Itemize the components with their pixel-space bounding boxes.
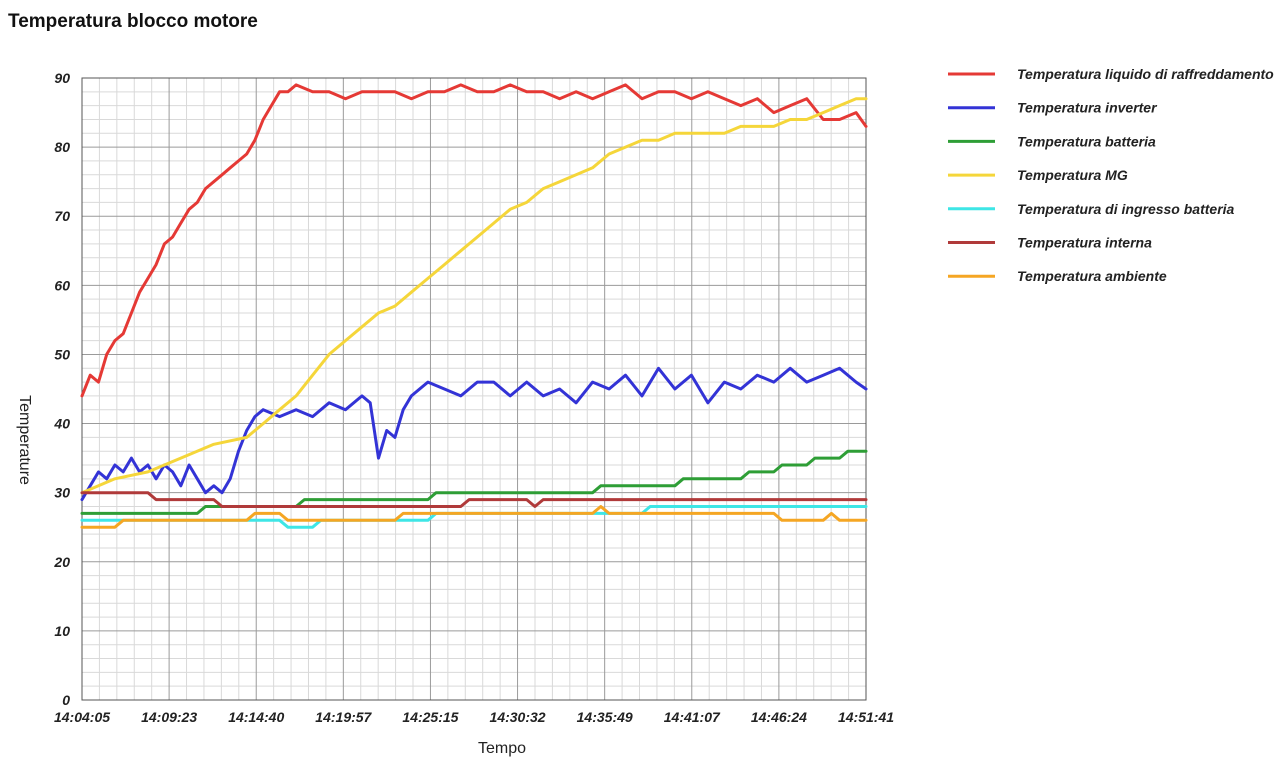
legend-label: Temperatura di ingresso batteria [1017, 201, 1235, 217]
x-axis-title: Tempo [478, 740, 526, 757]
legend-label: Temperatura liquido di raffreddamento [1017, 66, 1274, 82]
grid-lines [81, 77, 867, 701]
legend-item: Temperatura liquido di raffreddamento [948, 66, 1274, 82]
series-line-3 [80, 97, 868, 495]
x-tick-label: 14:30:32 [490, 709, 546, 725]
y-tick-label: 60 [54, 277, 70, 293]
legend-item: Temperatura batteria [948, 133, 1156, 149]
legend-item: Temperatura ambiente [948, 268, 1167, 284]
series-line-0 [80, 83, 868, 398]
legend-label: Temperatura MG [1017, 167, 1128, 183]
x-tick-label: 14:46:24 [751, 709, 807, 725]
page-title: Temperatura blocco motore [8, 11, 258, 32]
y-tick-label: 10 [54, 623, 70, 639]
legend-item: Temperatura inverter [948, 100, 1158, 116]
y-tick-label: 80 [54, 139, 70, 155]
series-lines [80, 83, 868, 529]
legend-item: Temperatura MG [948, 167, 1128, 183]
x-tick-label: 14:14:40 [228, 709, 284, 725]
legend: Temperatura liquido di raffreddamento Tem… [948, 66, 1274, 284]
y-tick-label: 20 [53, 554, 70, 570]
legend-label: Temperatura interna [1017, 235, 1152, 251]
series-line-5 [80, 491, 868, 508]
x-tick-labels: 14:04:05 14:09:23 14:14:40 14:19:57 14:25:15… [54, 709, 894, 725]
y-tick-label: 40 [53, 416, 70, 432]
y-tick-label: 30 [54, 485, 70, 501]
plot-frame [81, 77, 867, 701]
y-tick-labels: 0 10 20 30 40 50 60 70 80 90 [53, 70, 70, 708]
legend-label: Temperatura batteria [1017, 133, 1156, 149]
legend-label: Temperatura inverter [1017, 100, 1158, 116]
legend-item: Temperatura interna [948, 235, 1152, 251]
series-line-1 [80, 366, 868, 502]
x-tick-label: 14:19:57 [315, 709, 372, 725]
plot-border [81, 77, 867, 701]
legend-item: Temperatura di ingresso batteria [948, 201, 1235, 217]
x-tick-label: 14:04:05 [54, 709, 110, 725]
y-tick-label: 90 [54, 70, 70, 86]
y-tick-label: 50 [54, 346, 70, 362]
x-tick-label: 14:09:23 [141, 709, 197, 725]
y-axis-title: Temperature [16, 395, 33, 485]
y-tick-label: 70 [54, 208, 70, 224]
legend-label: Temperatura ambiente [1017, 268, 1167, 284]
x-tick-label: 14:41:07 [664, 709, 721, 725]
y-tick-label: 0 [62, 692, 70, 708]
series-line-6 [80, 505, 868, 529]
series-line-2 [80, 449, 868, 515]
x-tick-label: 14:35:49 [577, 709, 633, 725]
x-tick-label: 14:25:15 [402, 709, 458, 725]
x-tick-label: 14:51:41 [838, 709, 894, 725]
